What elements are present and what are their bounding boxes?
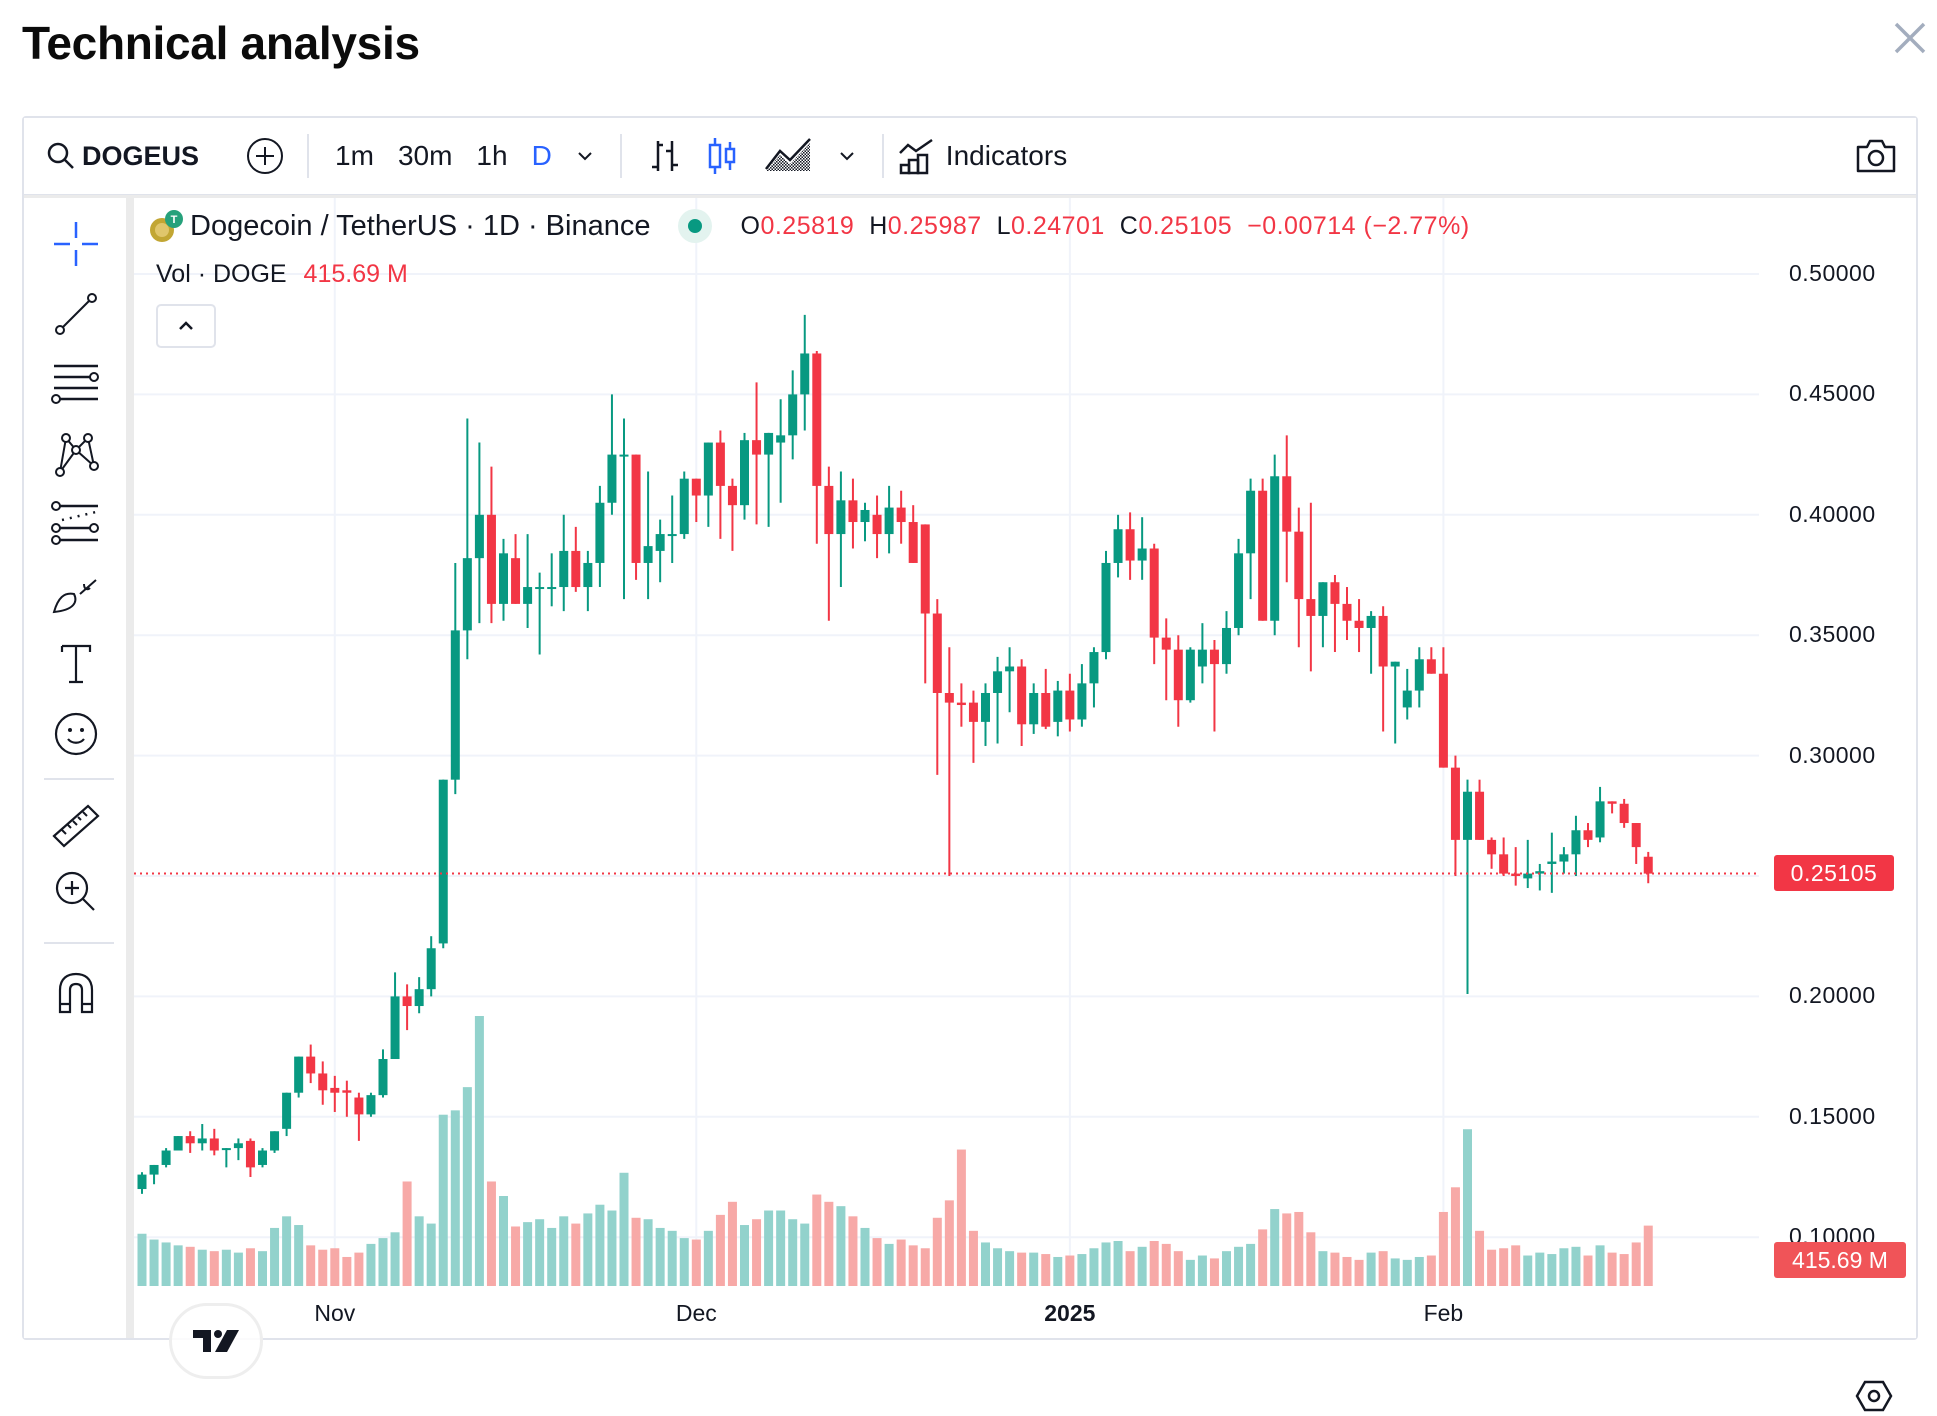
- chart-area[interactable]: T Dogecoin / TetherUS · 1D · Binance O0.…: [134, 198, 1916, 1412]
- interval-1h[interactable]: 1h: [476, 140, 508, 171]
- divider: [44, 942, 114, 944]
- market-status-icon[interactable]: [678, 209, 713, 243]
- high-value: 0.25987: [887, 211, 982, 240]
- crosshair-icon: [54, 222, 98, 266]
- add-compare-icon: [247, 138, 284, 174]
- trend-line-icon: [55, 293, 97, 335]
- text-icon: [60, 644, 92, 684]
- ohlc-values: O0.25819 H0.25987 L0.24701 C0.25105 −0.0…: [740, 211, 1470, 240]
- divider: [44, 778, 114, 780]
- measure-tool[interactable]: [50, 798, 102, 850]
- indicators-button[interactable]: Indicators: [898, 118, 1067, 194]
- tradingview-logo[interactable]: [169, 1303, 263, 1379]
- price-chart[interactable]: [134, 198, 1920, 1338]
- volume-legend: Vol · DOGE 415.69 M: [156, 260, 408, 289]
- price-axis-label: 0.40000: [1789, 500, 1876, 527]
- camera-icon: [1856, 139, 1896, 173]
- time-axis-label: 2025: [1044, 1300, 1096, 1326]
- indicators-icon: [898, 138, 933, 175]
- page-title: Technical analysis: [22, 17, 420, 69]
- fib-retracement-icon: [51, 364, 99, 404]
- divider: [307, 134, 310, 178]
- symbol-title: Dogecoin / TetherUS · 1D · Binance: [190, 209, 651, 242]
- crosshair-tool[interactable]: [50, 218, 102, 270]
- emoji-icon: [54, 712, 98, 756]
- chart-settings-icon[interactable]: [1854, 1376, 1894, 1416]
- price-axis-label: 0.30000: [1789, 741, 1876, 768]
- series-legend: T Dogecoin / TetherUS · 1D · Binance O0.…: [148, 208, 1470, 244]
- brush-tool[interactable]: [50, 568, 102, 620]
- prediction-icon: [51, 501, 99, 545]
- close-value: 0.25105: [1138, 211, 1233, 240]
- symbol-label: DOGEUS: [82, 140, 200, 171]
- drawing-toolbar: [24, 198, 126, 1338]
- price-axis-label: 0.35000: [1789, 621, 1876, 648]
- zoom-in-tool[interactable]: [50, 866, 102, 918]
- divider: [881, 134, 884, 178]
- time-axis-label: Feb: [1423, 1300, 1464, 1326]
- interval-30m[interactable]: 30m: [397, 140, 453, 171]
- bars-style-button[interactable]: [636, 118, 694, 194]
- chevron-down-icon: [840, 152, 854, 161]
- chart-style-dropdown[interactable]: [826, 118, 868, 194]
- close-icon[interactable]: [1890, 18, 1930, 58]
- magnet-tool[interactable]: [50, 966, 102, 1018]
- zoom-in-icon: [55, 871, 95, 911]
- price-axis-label: 0.50000: [1789, 260, 1876, 286]
- area-chart-icon: [764, 138, 811, 171]
- interval-dropdown[interactable]: [564, 118, 606, 194]
- chart-widget: DOGEUS 1m 30m 1h D Indicat: [22, 116, 1918, 1412]
- chevron-up-icon: [179, 321, 193, 330]
- candles-style-button[interactable]: [694, 118, 752, 194]
- magnet-icon: [58, 972, 94, 1014]
- price-axis-label: 0.20000: [1789, 982, 1876, 1009]
- screenshot-button[interactable]: [1854, 118, 1916, 194]
- candles-icon: [708, 138, 736, 174]
- xabcd-pattern-icon: [55, 433, 99, 477]
- pattern-tool[interactable]: [50, 428, 102, 480]
- last-price-label: 0.25105: [1774, 855, 1894, 892]
- collapse-legend-button[interactable]: [156, 304, 216, 348]
- interval-d[interactable]: D: [531, 140, 552, 171]
- text-tool[interactable]: [50, 638, 102, 690]
- emoji-tool[interactable]: [50, 708, 102, 760]
- price-axis-label: 0.15000: [1789, 1102, 1876, 1129]
- last-volume-label: 415.69 M: [1774, 1242, 1906, 1278]
- brush-icon: [52, 579, 97, 614]
- area-style-button[interactable]: [752, 118, 826, 194]
- dogecoin-logo-icon: T: [150, 210, 183, 242]
- search-icon: [47, 142, 74, 169]
- prediction-tool[interactable]: [50, 498, 102, 550]
- chevron-down-icon: [578, 152, 592, 161]
- tradingview-logo-icon: [193, 1330, 239, 1352]
- indicators-label: Indicators: [945, 140, 1068, 171]
- open-value: 0.25819: [760, 211, 855, 240]
- top-toolbar: DOGEUS 1m 30m 1h D Indicat: [24, 118, 1916, 195]
- time-axis-label: Dec: [675, 1300, 717, 1326]
- time-axis-label: Nov: [314, 1300, 356, 1326]
- price-axis-label: 0.45000: [1789, 380, 1876, 407]
- ruler-icon: [52, 804, 100, 848]
- bar-chart-icon: [651, 141, 678, 171]
- change-value: −0.00714 (−2.77%): [1247, 211, 1470, 240]
- trend-line-tool[interactable]: [50, 288, 102, 340]
- volume-label: Vol · DOGE: [156, 260, 287, 288]
- fib-retracement-tool[interactable]: [50, 358, 102, 410]
- symbol-search-button[interactable]: DOGEUS: [24, 118, 199, 194]
- divider: [619, 134, 622, 178]
- low-value: 0.24701: [1010, 211, 1105, 240]
- svg-text:T: T: [171, 214, 178, 226]
- compare-symbol-button[interactable]: [245, 118, 285, 194]
- volume-value: 415.69 M: [303, 260, 408, 288]
- interval-1m[interactable]: 1m: [335, 140, 374, 171]
